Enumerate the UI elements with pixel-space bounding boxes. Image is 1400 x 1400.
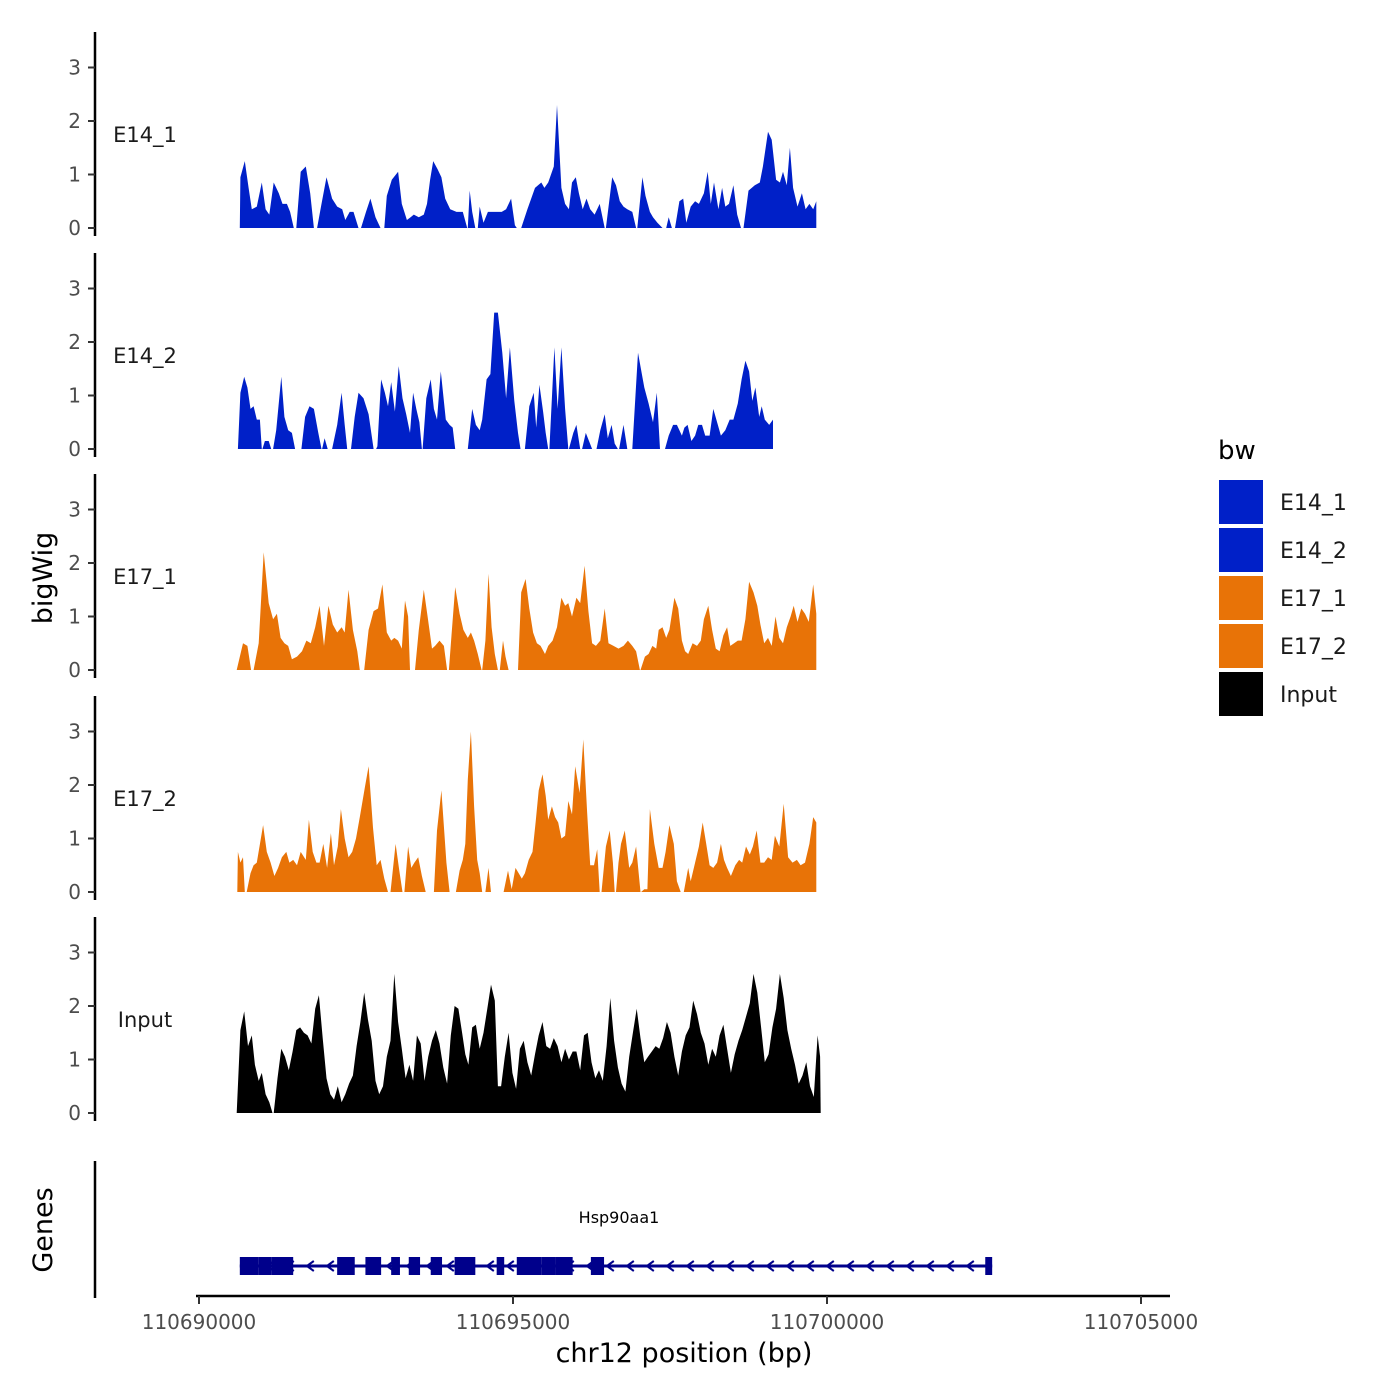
x-axis-title: chr12 position (bp): [556, 1338, 813, 1369]
legend-swatch: [1219, 672, 1263, 716]
y-tick-label: 1: [68, 384, 81, 408]
x-tick-label: 110695000: [456, 1310, 571, 1334]
y-axis-title: bigWig: [28, 532, 59, 625]
exon: [590, 1257, 605, 1275]
y-tick-label: 1: [68, 605, 81, 629]
genes-axis-title: Genes: [28, 1187, 59, 1272]
track-label: E17_1: [113, 565, 177, 590]
legend-label: E14_2: [1280, 539, 1347, 564]
strand-arrow: [765, 1260, 775, 1272]
y-tick-label: 1: [68, 163, 81, 187]
strand-arrow: [865, 1260, 875, 1272]
y-tick-label: 1: [68, 1048, 81, 1072]
track-E14_1: 0 1 2 3 E14_1: [68, 32, 817, 240]
exon: [408, 1257, 421, 1275]
strand-arrow: [605, 1260, 615, 1272]
signal-area: [236, 552, 817, 670]
exon: [391, 1257, 400, 1275]
tracks-layer: 0 1 2 3 E14_1 0 1 2 3 E14_2 0 1 2 3 E17_1 0 1 2 3 E17_2 0 1 2 3…: [68, 32, 821, 1125]
signal-area: [237, 312, 773, 449]
x-tick-label: 110705000: [1084, 1310, 1199, 1334]
signal-area: [237, 731, 817, 892]
strand-arrow: [485, 1260, 495, 1272]
track-label: E14_1: [113, 123, 177, 148]
strand-arrow: [745, 1260, 755, 1272]
track-E14_2: 0 1 2 3 E14_2: [68, 253, 773, 461]
y-tick-label: 0: [68, 658, 81, 682]
strand-arrow: [645, 1260, 655, 1272]
legend-label: E17_1: [1280, 587, 1347, 612]
exon: [430, 1257, 443, 1275]
exon: [337, 1257, 355, 1275]
exon: [516, 1257, 542, 1275]
strand-arrow: [885, 1260, 895, 1272]
exon: [496, 1257, 505, 1275]
signal-area: [239, 105, 817, 228]
y-tick-label: 0: [68, 216, 81, 240]
exon: [555, 1257, 573, 1275]
y-tick-label: 0: [68, 880, 81, 904]
strand-arrow: [685, 1260, 695, 1272]
x-axis: 110690000 110695000 110700000 110705000: [142, 1294, 1199, 1334]
exon: [258, 1257, 272, 1275]
track-label: E14_2: [113, 344, 177, 369]
y-tick-label: 0: [68, 1101, 81, 1125]
strand-arrow: [725, 1260, 735, 1272]
legend-title: bw: [1218, 436, 1256, 466]
legend-swatch: [1219, 624, 1263, 668]
legend-label: E17_2: [1280, 635, 1347, 660]
track-label: Input: [118, 1008, 172, 1032]
strand-arrow: [305, 1260, 315, 1272]
strand-arrow: [825, 1260, 835, 1272]
strand-arrow: [805, 1260, 815, 1272]
y-tick-label: 2: [68, 773, 81, 797]
strand-arrow: [785, 1260, 795, 1272]
legend-swatch: [1219, 576, 1263, 620]
strand-arrow: [945, 1260, 955, 1272]
exon: [365, 1257, 382, 1275]
y-tick-label: 3: [68, 277, 81, 301]
y-tick-label: 2: [68, 994, 81, 1018]
signal-area: [236, 973, 821, 1113]
genes-panel: Hsp90aa1: [93, 1161, 993, 1298]
strand-arrow: [705, 1260, 715, 1272]
exon: [985, 1257, 993, 1275]
y-tick-label: 2: [68, 330, 81, 354]
y-tick-label: 0: [68, 437, 81, 461]
y-tick-label: 3: [68, 498, 81, 522]
track-E17_2: 0 1 2 3 E17_2: [68, 696, 817, 904]
strand-arrow: [665, 1260, 675, 1272]
legend-label: Input: [1280, 683, 1337, 708]
legend: bw E14_1 E14_2 E17_1 E17_2 Input: [1218, 436, 1347, 716]
x-tick-label: 110690000: [142, 1310, 257, 1334]
y-tick-label: 3: [68, 941, 81, 965]
strand-arrow: [905, 1260, 915, 1272]
y-tick-label: 2: [68, 551, 81, 575]
legend-swatch: [1219, 480, 1263, 524]
legend-label: E14_1: [1280, 491, 1347, 516]
exon: [541, 1257, 556, 1275]
x-tick-label: 110700000: [770, 1310, 885, 1334]
exon: [239, 1257, 259, 1275]
strand-arrow: [625, 1260, 635, 1272]
strand-arrow: [445, 1260, 455, 1272]
track-E17_1: 0 1 2 3 E17_1: [68, 474, 817, 682]
legend-swatch: [1219, 528, 1263, 572]
exon: [271, 1257, 294, 1275]
track-Input: 0 1 2 3 Input: [68, 917, 821, 1125]
gene-model: Hsp90aa1: [239, 1208, 993, 1275]
y-tick-label: 2: [68, 109, 81, 133]
y-tick-label: 3: [68, 56, 81, 80]
y-tick-label: 1: [68, 827, 81, 851]
strand-arrow: [505, 1260, 515, 1272]
strand-arrow: [845, 1260, 855, 1272]
strand-arrow: [325, 1260, 335, 1272]
exon: [454, 1257, 476, 1275]
y-tick-label: 3: [68, 720, 81, 744]
strand-arrow: [965, 1260, 975, 1272]
gene-label: Hsp90aa1: [579, 1208, 660, 1227]
strand-arrow: [925, 1260, 935, 1272]
track-label: E17_2: [113, 787, 177, 812]
